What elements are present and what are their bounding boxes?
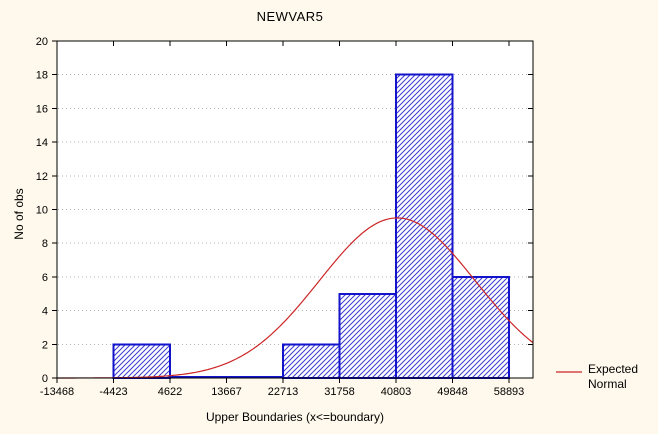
y-tick-label: 0 xyxy=(42,373,48,385)
x-tick-label: -4423 xyxy=(99,386,127,398)
x-tick-label: 22713 xyxy=(268,386,299,398)
x-tick-label: -13468 xyxy=(40,386,74,398)
histogram-bar xyxy=(452,276,510,378)
y-tick-label: 4 xyxy=(42,306,48,318)
y-tick-label: 18 xyxy=(36,70,48,82)
x-tick-label: 58893 xyxy=(494,386,525,398)
legend-label-line1: Expected xyxy=(588,362,639,376)
y-tick-label: 2 xyxy=(42,339,48,351)
x-axis-label: Upper Boundaries (x<=boundary) xyxy=(205,410,385,424)
x-tick-label: 31758 xyxy=(324,386,355,398)
histogram-bar xyxy=(396,74,453,378)
x-tick-label: 13667 xyxy=(211,386,242,398)
legend-label-line2: Normal xyxy=(588,377,627,391)
histogram-bar xyxy=(283,344,340,378)
histogram-bar xyxy=(339,293,397,378)
normal-curve xyxy=(57,217,534,379)
x-tick-label: 40803 xyxy=(381,386,412,398)
legend-label: Expected Normal xyxy=(588,362,638,392)
y-tick-label: 20 xyxy=(36,36,48,48)
x-tick-label: 49848 xyxy=(437,386,468,398)
y-tick-label: 10 xyxy=(36,205,48,217)
y-tick-label: 6 xyxy=(42,272,48,284)
y-tick-label: 14 xyxy=(36,137,48,149)
legend-sample-line-svg xyxy=(556,371,582,373)
y-tick-label: 12 xyxy=(36,171,48,183)
chart-title: NEWVAR5 xyxy=(256,9,324,24)
y-tick-label: 8 xyxy=(42,238,48,250)
x-tick-label: 4622 xyxy=(158,386,182,398)
y-tick-label: 16 xyxy=(36,103,48,115)
histogram-bar xyxy=(113,344,170,378)
